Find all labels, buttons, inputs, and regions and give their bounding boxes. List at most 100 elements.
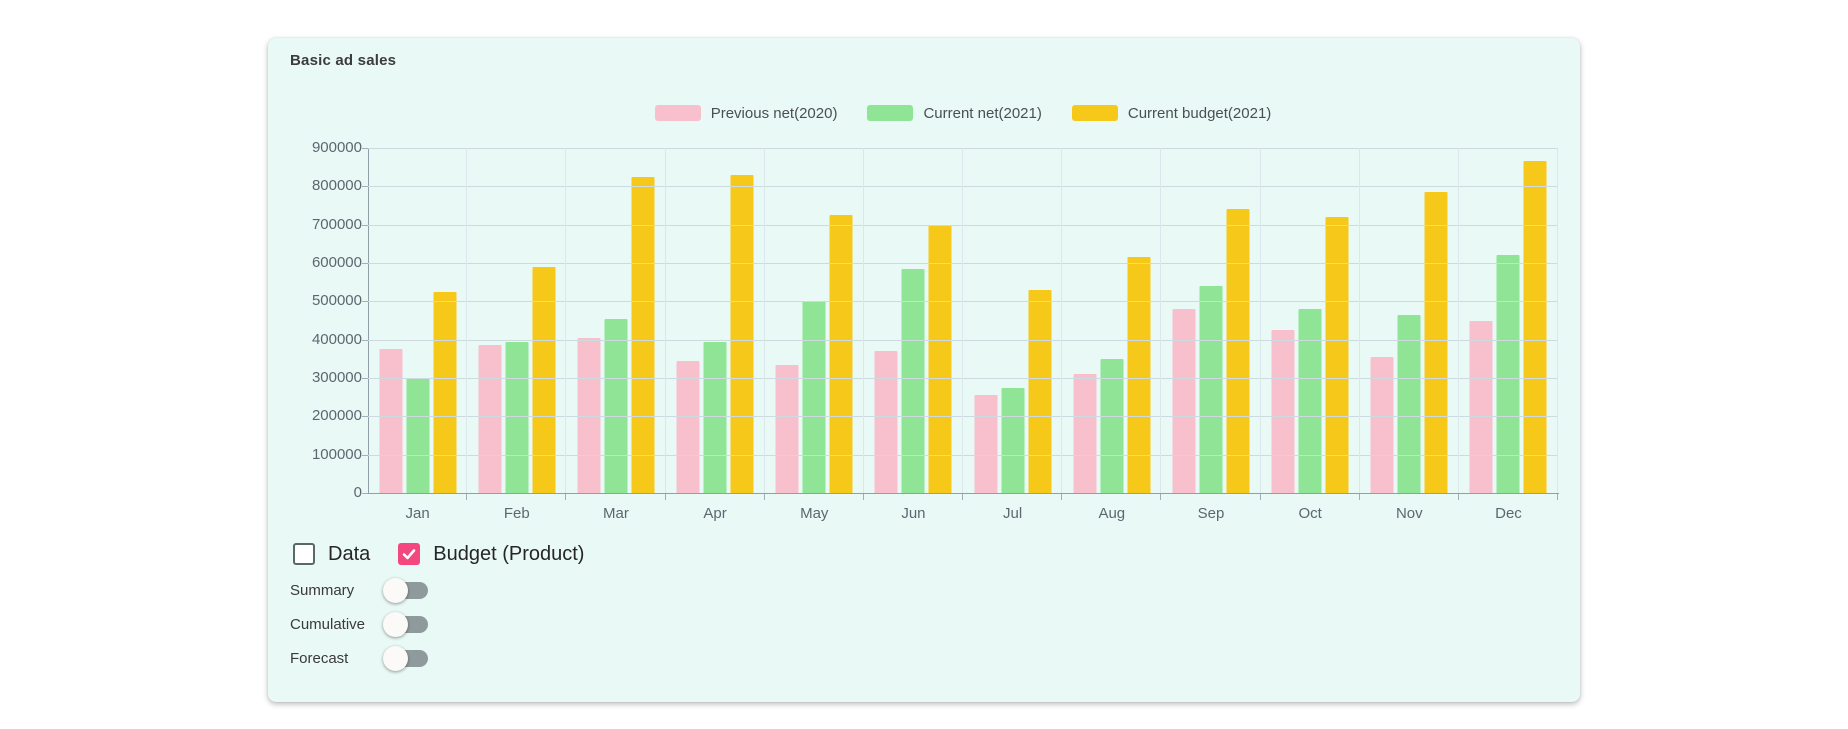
y-axis-tick: [362, 148, 368, 149]
bar-current-net-2021-: [604, 318, 628, 493]
x-axis-tick: [466, 494, 468, 500]
gridline-vertical: [1358, 148, 1360, 493]
x-axis-tick: [1259, 494, 1261, 500]
gridline-vertical: [1160, 148, 1162, 493]
summary-toggle-label: Summary: [290, 581, 355, 599]
gridline-horizontal: [368, 148, 1558, 149]
x-axis-tick: [862, 494, 864, 500]
y-axis-tick-label: 0: [353, 484, 362, 501]
y-axis-tick: [362, 301, 368, 303]
x-axis-label-oct: Oct: [1298, 505, 1322, 522]
legend-swatch: [654, 105, 701, 121]
y-axis-tick-label: 100000: [311, 445, 362, 463]
gridline-vertical: [862, 148, 864, 493]
bar-current-net-2021-: [1199, 286, 1223, 493]
x-axis-label-mar: Mar: [603, 505, 629, 522]
forecast-toggle-row: Forecast: [290, 644, 428, 672]
bar-current-budget-2021-: [1028, 289, 1052, 493]
bar-current-budget-2021-: [631, 176, 655, 493]
x-axis-label-jun: Jun: [901, 505, 926, 522]
y-axis-tick-label: 600000: [311, 254, 362, 271]
x-axis-label-sep: Sep: [1197, 505, 1225, 522]
y-axis-tick-label: 500000: [311, 292, 362, 310]
gridline-horizontal: [368, 378, 1558, 379]
budget-product-checkbox[interactable]: [398, 543, 421, 565]
gridline-horizontal: [368, 416, 1558, 418]
y-axis-tick: [362, 454, 368, 456]
x-axis-label-jan: Jan: [405, 505, 430, 522]
x-axis-tick: [565, 494, 567, 500]
bar-group-nov: [1360, 148, 1459, 493]
y-axis-tick: [362, 186, 368, 188]
bar-group-aug: [1062, 148, 1161, 493]
bar-previous-net-2020-: [379, 349, 403, 493]
summary-toggle-row: Summary: [290, 576, 428, 604]
gridline-vertical: [763, 148, 765, 493]
bar-current-net-2021-: [1397, 314, 1421, 493]
bar-current-net-2021-: [1298, 309, 1322, 493]
bar-previous-net-2020-: [1271, 330, 1295, 493]
bar-previous-net-2020-: [577, 337, 601, 493]
bar-current-budget-2021-: [829, 215, 853, 493]
legend-item-current-net-2021-[interactable]: Current net(2021): [867, 104, 1042, 122]
bar-previous-net-2020-: [478, 345, 502, 493]
checkmark-icon: [402, 549, 416, 560]
gridline-horizontal: [368, 224, 1558, 226]
cumulative-toggle-switch[interactable]: [383, 611, 428, 637]
gridline-vertical: [565, 148, 567, 493]
y-axis-tick-label: 200000: [311, 407, 362, 425]
legend-item-previous-net-2020-[interactable]: Previous net(2020): [654, 105, 837, 122]
chart-plot-area: 900000 800000 700000 600000 500000 400000 3000…: [312, 139, 1559, 501]
y-axis-tick: [362, 339, 368, 341]
gridline-vertical: [1061, 148, 1063, 493]
x-axis-label-may: May: [800, 505, 829, 522]
legend-swatch: [1071, 105, 1118, 121]
chart-title: Basic ad sales: [290, 52, 397, 69]
bar-group-jul: [963, 148, 1062, 493]
bar-group-feb: [467, 148, 566, 493]
y-axis-tick: [362, 493, 368, 494]
gridline-horizontal: [368, 263, 1558, 264]
legend-item-current-budget-2021-[interactable]: Current budget(2021): [1071, 104, 1272, 122]
x-axis-tick: [1358, 494, 1360, 500]
bar-group-sep: [1161, 148, 1260, 493]
bar-current-net-2021-: [1100, 358, 1124, 493]
bar-current-budget-2021-: [532, 266, 556, 493]
bar-current-net-2021-: [1001, 387, 1025, 493]
y-axis-tick-label: 900000: [311, 139, 362, 156]
gridline-vertical: [1557, 148, 1558, 493]
toggle-list: Summary Cumulative Forecast: [290, 576, 428, 678]
bar-previous-net-2020-: [1073, 374, 1097, 493]
x-axis-label-jul: Jul: [1003, 505, 1023, 522]
cumulative-toggle-label: Cumulative: [290, 615, 366, 633]
legend-swatch: [867, 105, 914, 121]
bar-previous-net-2020-: [1172, 309, 1196, 493]
summary-toggle-switch[interactable]: [383, 577, 428, 603]
toggle-knob: [383, 577, 408, 603]
x-axis-tick: [664, 494, 666, 500]
bar-current-budget-2021-: [1226, 209, 1250, 493]
gridline-vertical: [664, 148, 666, 493]
bar-previous-net-2020-: [1469, 320, 1493, 493]
x-axis-label-dec: Dec: [1495, 505, 1522, 522]
bar-current-budget-2021-: [1523, 161, 1547, 493]
bar-group-jan: [368, 148, 467, 493]
y-axis-tick-label: 300000: [311, 369, 362, 386]
gridline-horizontal: [368, 301, 1558, 303]
x-axis-tick: [1557, 494, 1558, 500]
x-axis-label-aug: Aug: [1098, 505, 1126, 522]
forecast-toggle-label: Forecast: [290, 649, 349, 667]
forecast-toggle-switch[interactable]: [383, 645, 428, 671]
checkbox-row: Data Budget (Product): [293, 541, 599, 567]
data-checkbox[interactable]: [293, 543, 315, 565]
bar-group-mar: [566, 148, 665, 493]
legend-label: Current budget(2021): [1127, 104, 1272, 122]
bar-current-net-2021-: [901, 268, 925, 493]
gridline-horizontal: [368, 454, 1558, 456]
y-axis-tick: [362, 224, 368, 226]
legend-label: Current net(2021): [923, 104, 1042, 122]
bar-current-budget-2021-: [1127, 257, 1151, 493]
gridline-vertical: [466, 148, 468, 493]
gridline-vertical: [1259, 148, 1261, 493]
